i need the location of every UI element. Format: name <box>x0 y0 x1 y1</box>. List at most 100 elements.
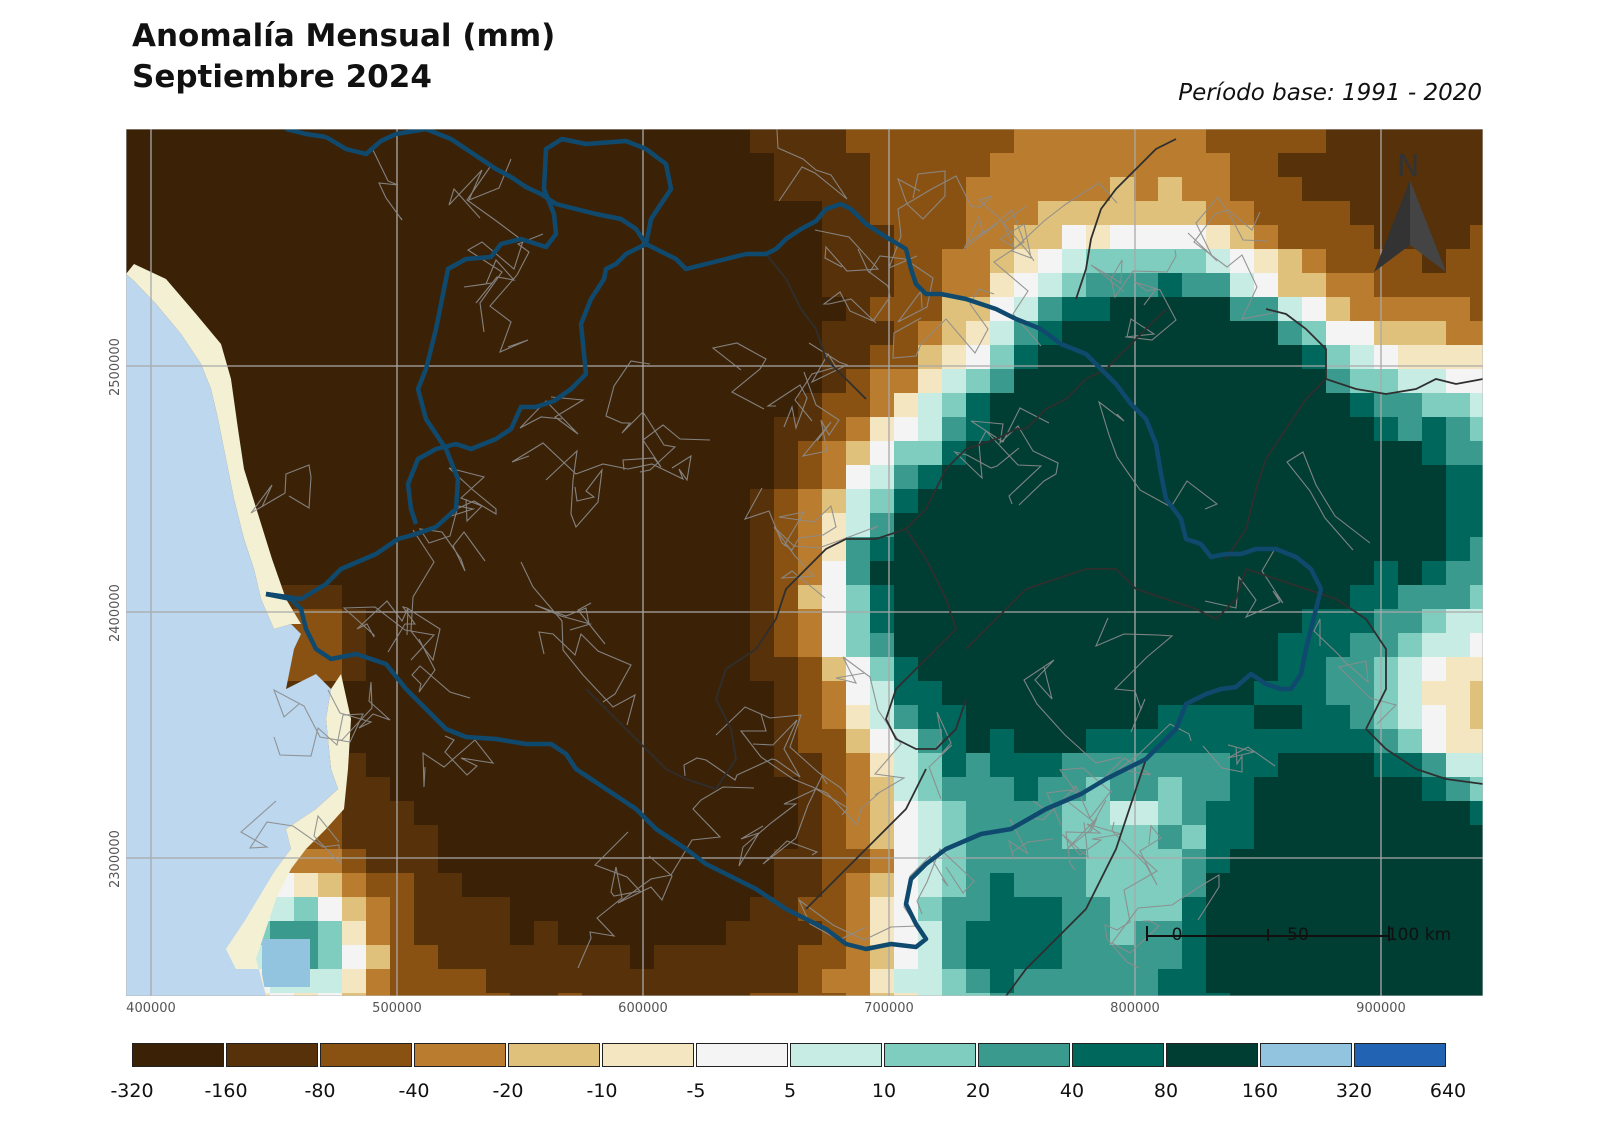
raster-cell <box>918 969 943 994</box>
raster-cell <box>198 153 223 178</box>
raster-cell <box>246 273 271 298</box>
raster-cell <box>654 729 679 754</box>
raster-cell <box>510 993 535 996</box>
raster-cell <box>294 153 319 178</box>
raster-cell <box>342 993 367 996</box>
legend-break-label: 80 <box>1153 1080 1179 1102</box>
raster-cell <box>390 993 415 996</box>
raster-cell <box>390 801 415 826</box>
raster-cell <box>534 945 559 970</box>
raster-cell <box>606 705 631 730</box>
raster-cell <box>726 273 751 298</box>
raster-cell <box>390 417 415 442</box>
raster-cell <box>1206 777 1231 802</box>
raster-cell <box>1158 873 1183 898</box>
raster-cell <box>1062 465 1087 490</box>
raster-cell <box>1206 561 1231 586</box>
raster-cell <box>558 585 583 610</box>
raster-cell <box>630 369 655 394</box>
legend-break-label: -20 <box>492 1080 524 1102</box>
raster-cell <box>606 393 631 418</box>
raster-cell <box>1422 633 1447 658</box>
raster-cell <box>462 897 487 922</box>
raster-cell <box>990 585 1015 610</box>
raster-cell <box>174 129 199 154</box>
raster-cell <box>1422 129 1447 154</box>
raster-cell <box>894 825 919 850</box>
raster-cell <box>462 561 487 586</box>
raster-cell <box>1470 153 1483 178</box>
raster-cell <box>1182 849 1207 874</box>
raster-cell <box>774 321 799 346</box>
raster-cell <box>918 417 943 442</box>
raster-cell <box>1398 945 1423 970</box>
raster-cell <box>1134 777 1159 802</box>
raster-cell <box>1230 129 1255 154</box>
raster-cell <box>1110 873 1135 898</box>
municipal-boundary <box>466 166 524 333</box>
raster-cell <box>1446 897 1471 922</box>
raster-cell <box>678 297 703 322</box>
raster-cell <box>222 129 247 154</box>
raster-cell <box>990 681 1015 706</box>
base-period-label: Período base: 1991 - 2020 <box>1178 80 1482 106</box>
raster-cell <box>1446 225 1471 250</box>
raster-cell <box>630 969 655 994</box>
raster-cell <box>510 873 535 898</box>
raster-cell <box>1110 441 1135 466</box>
raster-cell <box>1182 753 1207 778</box>
raster-cell <box>1014 441 1039 466</box>
raster-cell <box>990 393 1015 418</box>
raster-cell <box>1470 705 1483 730</box>
raster-cell <box>990 849 1015 874</box>
raster-cell <box>1062 897 1087 922</box>
raster-cell <box>630 321 655 346</box>
raster-cell <box>1446 129 1471 154</box>
pacific-ocean <box>126 274 338 996</box>
raster-cell <box>870 537 895 562</box>
raster-cell <box>750 969 775 994</box>
raster-cell <box>1422 873 1447 898</box>
raster-cell <box>1110 297 1135 322</box>
raster-cell <box>318 225 343 250</box>
raster-cell <box>1182 321 1207 346</box>
raster-cell <box>942 873 967 898</box>
raster-cell <box>366 201 391 226</box>
raster-cell <box>1374 297 1399 322</box>
raster-cell <box>1326 825 1351 850</box>
raster-cell <box>846 585 871 610</box>
raster-cell <box>1350 153 1375 178</box>
raster-cell <box>318 873 343 898</box>
raster-cell <box>678 129 703 154</box>
raster-cell <box>558 561 583 586</box>
raster-cell <box>390 393 415 418</box>
scale-label-0: 0 <box>1171 925 1183 945</box>
raster-cell <box>1350 633 1375 658</box>
raster-cell <box>294 297 319 322</box>
raster-cell <box>510 657 535 682</box>
raster-cell <box>1398 417 1423 442</box>
raster-cell <box>822 369 847 394</box>
raster-cell <box>1086 921 1111 946</box>
raster-cell <box>1470 801 1483 826</box>
raster-cell <box>726 921 751 946</box>
raster-cell <box>1062 321 1087 346</box>
raster-cell <box>1254 801 1279 826</box>
raster-cell <box>390 657 415 682</box>
raster-cell <box>1374 777 1399 802</box>
raster-cell <box>534 417 559 442</box>
raster-cell <box>822 849 847 874</box>
raster-cell <box>894 129 919 154</box>
raster-cell <box>1470 849 1483 874</box>
raster-cell <box>558 921 583 946</box>
raster-cell <box>1326 393 1351 418</box>
raster-cell <box>870 561 895 586</box>
raster-cell <box>534 849 559 874</box>
raster-cell <box>606 633 631 658</box>
raster-cell <box>414 297 439 322</box>
regional-boundary <box>1025 308 1167 430</box>
raster-cell <box>1302 201 1327 226</box>
raster-cell <box>774 273 799 298</box>
raster-cell <box>414 873 439 898</box>
raster-cell <box>1278 777 1303 802</box>
